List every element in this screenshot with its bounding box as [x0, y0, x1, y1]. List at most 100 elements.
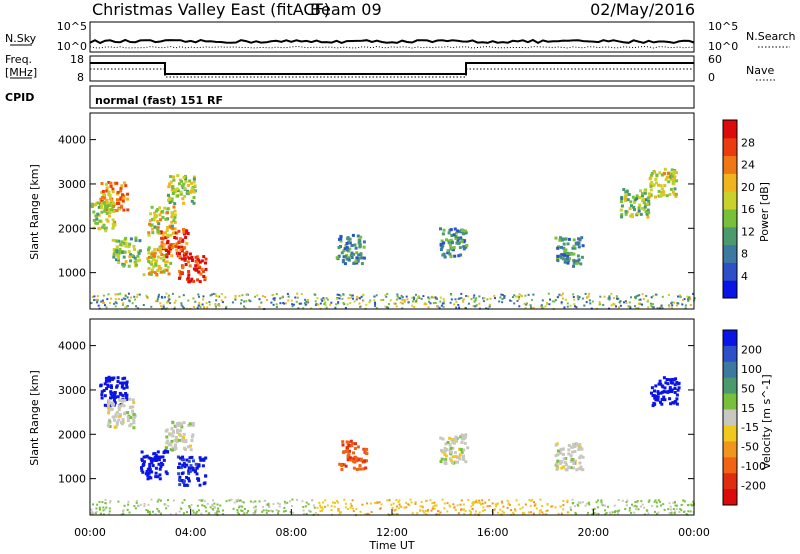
ground-scatter-cell: [117, 293, 120, 296]
scatter-cell: [163, 206, 167, 210]
scatter-cell: [165, 441, 169, 445]
scatter-cell: [151, 231, 155, 235]
scatter-cell: [161, 215, 165, 219]
scatter-cell: [665, 378, 669, 381]
scatter-cell: [580, 236, 584, 240]
colorbar-tick-label: 15: [741, 402, 755, 415]
scatter-cell: [178, 276, 181, 280]
scatter-cell: [120, 381, 124, 385]
ground-scatter-cell: [164, 296, 166, 299]
scatter-cell: [115, 385, 119, 389]
ground-scatter-cell: [643, 506, 646, 509]
ground-scatter-cell: [91, 511, 94, 514]
scatter-cell: [189, 190, 193, 193]
ground-scatter-cell: [473, 501, 476, 504]
ground-scatter-cell: [562, 504, 565, 507]
ground-scatter-cell: [465, 295, 467, 297]
ground-scatter-cell: [90, 508, 93, 511]
scatter-cell: [673, 387, 677, 390]
ground-scatter-cell: [218, 304, 221, 307]
ground-scatter-cell: [432, 296, 435, 299]
ground-scatter-cell: [647, 306, 650, 309]
scatter-cell: [110, 403, 114, 407]
scatter-cell: [110, 401, 114, 405]
ground-scatter-cell: [278, 503, 281, 506]
scatter-cell: [179, 247, 183, 251]
scatter-cell: [178, 269, 182, 273]
date-label: 02/May/2016: [590, 0, 695, 19]
scatter-cell: [121, 394, 125, 398]
ground-scatter-cell: [117, 500, 120, 503]
ground-scatter-cell: [212, 499, 214, 502]
ground-scatter-cell: [302, 512, 305, 515]
ground-scatter-cell: [197, 293, 200, 296]
scatter-cell: [112, 255, 116, 259]
scatter-cell: [124, 392, 128, 395]
scatter-cell: [149, 476, 153, 480]
ground-scatter-cell: [411, 512, 414, 515]
ground-scatter-cell: [147, 511, 149, 513]
scatter-cell: [176, 194, 180, 198]
ground-scatter-cell: [337, 301, 340, 304]
scatter-cell: [580, 447, 584, 451]
scatter-cell: [622, 188, 626, 191]
scatter-cell: [150, 470, 154, 474]
scatter-cell: [119, 420, 123, 424]
scatter-cell: [192, 177, 196, 181]
ground-scatter-cell: [344, 306, 347, 309]
scatter-cell: [151, 227, 155, 231]
ground-scatter-cell: [219, 504, 222, 507]
scatter-cell: [624, 191, 628, 194]
ground-scatter-cell: [532, 306, 535, 309]
ground-scatter-cell: [588, 299, 591, 302]
scatter-cell: [351, 459, 355, 463]
ground-scatter-cell: [651, 306, 654, 309]
scatter-cell: [158, 467, 162, 471]
ground-scatter-cell: [150, 305, 153, 308]
ground-scatter-cell: [507, 503, 510, 505]
scatter-cell: [359, 252, 363, 256]
ground-scatter-cell: [587, 295, 590, 298]
colorbar-segment: [723, 489, 737, 506]
scatter-cell: [649, 194, 653, 198]
ground-scatter-cell: [205, 510, 208, 513]
scatter-cell: [455, 439, 459, 443]
ground-scatter-cell: [186, 511, 188, 514]
scatter-cell: [103, 201, 107, 205]
scatter-cell: [147, 456, 151, 460]
scatter-cell: [152, 458, 156, 462]
scatter-cell: [182, 253, 186, 257]
scatter-cell: [107, 409, 111, 412]
ground-scatter-cell: [637, 508, 640, 511]
scatter-cell: [179, 192, 183, 196]
scatter-cell: [106, 201, 110, 205]
ground-scatter-cell: [535, 507, 538, 510]
ground-scatter-cell: [462, 298, 465, 301]
scatter-cell: [190, 181, 193, 185]
scatter-cell: [131, 254, 135, 258]
freq-trace: [90, 62, 694, 75]
scatter-cell: [563, 260, 567, 264]
ground-scatter-cell: [581, 297, 584, 300]
ground-scatter-cell: [304, 303, 307, 306]
ground-scatter-cell: [162, 304, 165, 307]
ground-scatter-cell: [216, 304, 219, 307]
scatter-cell: [115, 209, 119, 213]
ground-scatter-cell: [133, 505, 136, 508]
scatter-cell: [173, 209, 177, 213]
ground-scatter-cell: [254, 511, 257, 514]
ground-scatter-cell: [131, 302, 134, 305]
scatter-cell: [194, 462, 198, 466]
ground-scatter-cell: [531, 298, 533, 301]
scatter-cell: [650, 386, 654, 390]
ground-scatter-cell: [319, 504, 321, 507]
ground-scatter-cell: [234, 297, 237, 299]
vel-cbar-label: Velocity [m s^-1]: [760, 374, 773, 469]
scatter-cell: [140, 466, 143, 470]
scatter-cell: [660, 398, 664, 401]
ground-scatter-cell: [244, 300, 247, 303]
scatter-cell: [346, 458, 350, 462]
ground-scatter-cell: [275, 306, 278, 308]
ground-scatter-cell: [124, 294, 127, 297]
ground-scatter-cell: [609, 513, 612, 516]
